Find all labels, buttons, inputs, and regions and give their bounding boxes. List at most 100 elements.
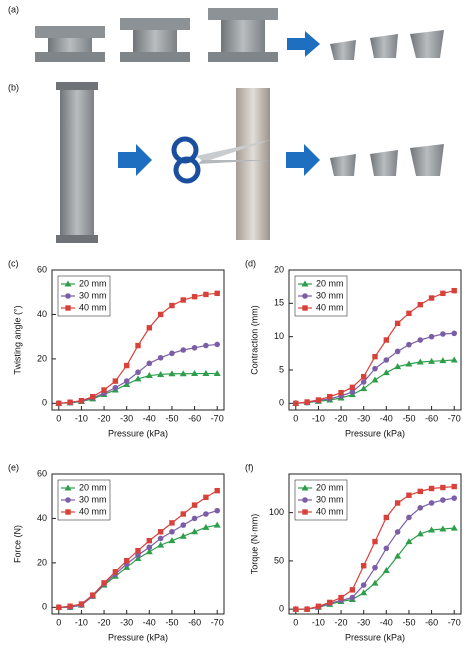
panel-label: (e): [8, 462, 19, 472]
x-tick-label: -70: [448, 413, 461, 423]
plot-frame: [288, 269, 462, 411]
marker: [191, 344, 198, 351]
marker: [349, 389, 356, 395]
marker: [451, 287, 457, 294]
marker: [191, 502, 198, 508]
marker: [440, 484, 446, 491]
marker: [191, 293, 198, 300]
legend-marker: [302, 509, 308, 515]
marker: [416, 358, 424, 365]
marker: [180, 297, 186, 303]
legend-label: 30 mm: [79, 290, 107, 300]
x-tick-label: -40: [380, 413, 393, 423]
x-tick-label: 0: [56, 617, 61, 627]
legend-label: 40 mm: [316, 302, 344, 312]
marker: [213, 370, 221, 377]
marker: [214, 487, 220, 494]
marker: [293, 400, 299, 407]
marker: [304, 399, 310, 405]
marker: [214, 507, 221, 514]
marker: [428, 526, 436, 533]
marker: [202, 523, 210, 530]
y-axis-label: Torque (N·mm): [249, 514, 259, 575]
marker: [360, 379, 367, 385]
marker: [90, 592, 96, 598]
x-axis-label: Pressure (kPa): [108, 428, 168, 438]
marker: [428, 485, 435, 492]
x-axis-label: Pressure (kPa): [345, 428, 405, 438]
marker: [406, 310, 412, 317]
marker: [360, 563, 367, 569]
marker: [214, 341, 221, 348]
marker: [382, 567, 390, 574]
marker: [383, 545, 390, 552]
marker: [157, 529, 164, 535]
marker: [383, 357, 390, 363]
marker: [360, 373, 367, 380]
marker: [349, 594, 356, 601]
marker: [67, 399, 73, 405]
marker: [191, 515, 198, 522]
marker: [145, 372, 153, 379]
marker: [383, 514, 390, 521]
marker: [169, 520, 175, 526]
marker: [372, 564, 378, 571]
x-tick-label: -50: [165, 413, 178, 423]
marker: [191, 528, 199, 535]
panel-label: (d): [245, 258, 256, 268]
marker: [112, 378, 119, 384]
legend-label: 20 mm: [316, 482, 344, 492]
x-tick-label: -30: [120, 617, 133, 627]
marker: [101, 387, 107, 393]
marker: [371, 579, 379, 586]
actuator-images: [35, 8, 444, 62]
marker: [112, 384, 119, 391]
plot-frame: [51, 269, 225, 411]
marker: [157, 535, 164, 542]
marker: [78, 601, 85, 607]
marker: [416, 530, 424, 537]
plot-frame: [51, 473, 225, 615]
x-tick-label: -70: [448, 617, 461, 627]
marker: [428, 333, 435, 340]
legend-marker: [301, 484, 309, 491]
marker: [417, 488, 423, 495]
marker: [327, 393, 333, 400]
legend-marker: [65, 305, 71, 311]
plot-frame: [288, 473, 462, 615]
marker: [360, 589, 368, 596]
marker: [191, 370, 199, 377]
x-tick-label: -30: [120, 413, 133, 423]
marker: [417, 504, 424, 511]
marker: [315, 397, 322, 403]
marker: [146, 325, 153, 331]
legend-label: 30 mm: [79, 494, 107, 504]
marker: [157, 311, 164, 318]
marker: [440, 331, 446, 337]
marker: [428, 500, 435, 506]
legend-label: 20 mm: [79, 482, 107, 492]
marker: [203, 511, 209, 517]
marker: [157, 370, 165, 377]
legend-marker: [65, 509, 71, 515]
marker: [203, 342, 209, 349]
marker: [203, 494, 209, 501]
marker: [304, 606, 310, 612]
marker: [146, 360, 153, 367]
marker: [394, 529, 401, 535]
marker: [394, 500, 401, 506]
marker: [405, 538, 413, 545]
marker: [135, 547, 141, 554]
marker: [338, 594, 344, 601]
marker: [451, 330, 458, 337]
y-tick-label: 0: [42, 602, 47, 612]
marker: [146, 537, 153, 544]
marker: [383, 337, 390, 343]
marker: [428, 295, 435, 301]
marker: [372, 353, 378, 360]
x-tick-label: -60: [188, 413, 201, 423]
y-tick-label: 50: [274, 555, 284, 565]
marker: [371, 376, 379, 383]
marker: [169, 302, 175, 309]
